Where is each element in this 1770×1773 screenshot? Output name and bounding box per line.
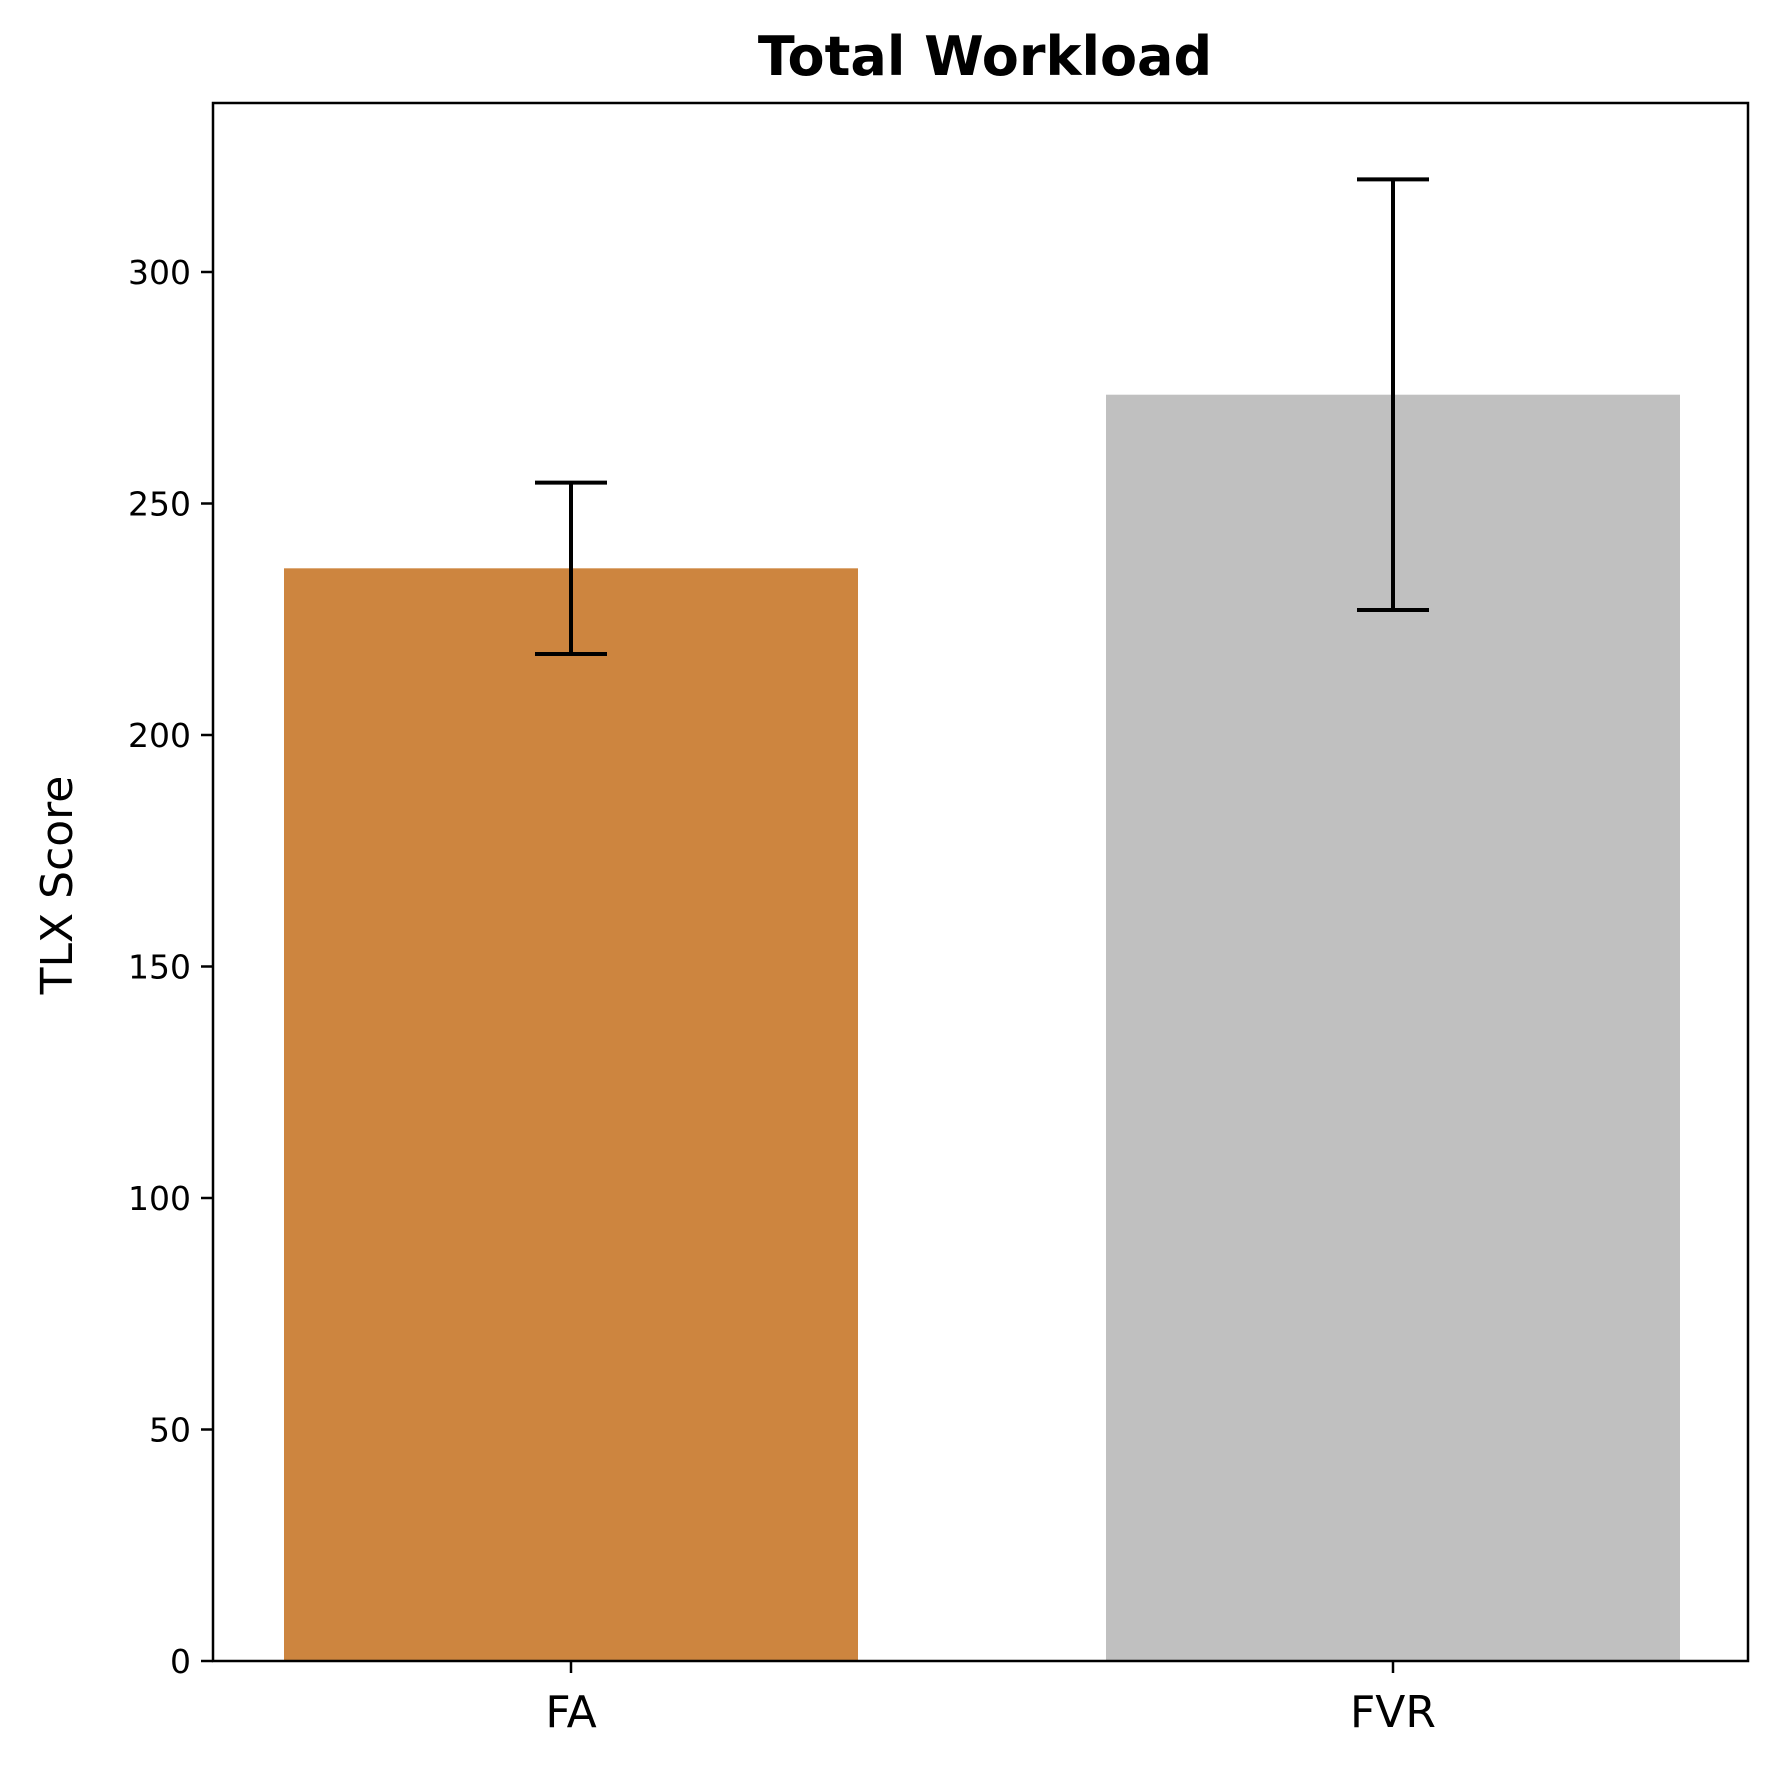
- y-axis-ticks: 0 50 100 150 200 250 300: [128, 253, 213, 1681]
- y-tick-label: 0: [170, 1642, 191, 1681]
- y-tick-label: 250: [128, 485, 191, 524]
- errorbars-layer: [535, 177, 1429, 656]
- plot-frame: [211, 101, 1750, 1663]
- chart-title: Total Workload: [758, 25, 1212, 88]
- x-tick-label-fa: FA: [545, 1687, 596, 1738]
- y-tick-label: 150: [128, 948, 191, 987]
- y-tick-label: 300: [128, 253, 191, 292]
- y-tick-label: 50: [149, 1411, 191, 1450]
- y-axis-label: TLX Score: [32, 776, 83, 996]
- error-bar-fa: [535, 480, 607, 656]
- x-axis-ticks: FA FVR: [545, 1661, 1436, 1738]
- bars-layer: [284, 394, 1680, 1661]
- error-bar-fvr: [1357, 177, 1429, 612]
- y-tick-label: 100: [128, 1179, 191, 1218]
- x-tick-label-fvr: FVR: [1350, 1687, 1436, 1738]
- y-tick-label: 200: [128, 716, 191, 755]
- bar-fa: [284, 568, 858, 1661]
